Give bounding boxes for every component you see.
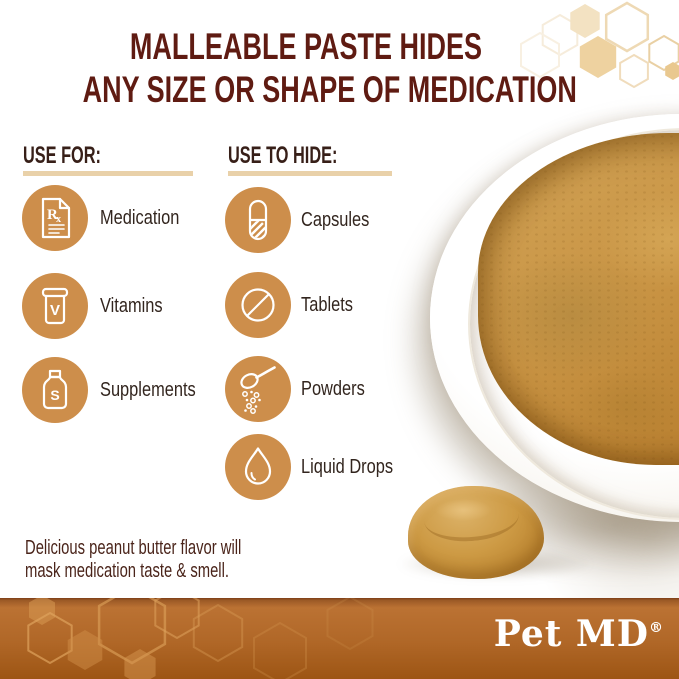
title-line-1: MALLEABLE PASTE HIDES: [129, 26, 483, 67]
brand-name: Pet MD: [493, 613, 649, 655]
list-item-tablets: Tablets: [225, 272, 364, 338]
svg-text:R: R: [47, 207, 58, 223]
pet-md-logo: Pet MD®: [494, 613, 664, 655]
list-item-supplements: S Supplements: [22, 357, 217, 423]
list-item-vitamins: V Vitamins: [22, 273, 176, 339]
vitamin-jar-icon: V: [22, 273, 88, 339]
registered-trademark-symbol: ®: [649, 620, 664, 636]
capsule-icon: [225, 187, 291, 253]
svg-text:x: x: [56, 214, 61, 225]
page-title: MALLEABLE PASTE HIDES ANY SIZE OR SHAPE …: [82, 25, 577, 111]
title-line-2: ANY SIZE OR SHAPE OF MEDICATION: [82, 69, 577, 110]
svg-text:V: V: [50, 302, 60, 319]
honeycomb-pattern-top-right: [520, 1, 679, 89]
list-item-label: Powders: [301, 377, 365, 400]
list-item-label: Supplements: [100, 378, 196, 401]
use-to-hide-underline: [228, 171, 392, 176]
brand-banner: [0, 598, 679, 679]
rx-document-icon: R x: [22, 185, 88, 251]
use-to-hide-heading: USE TO HIDE:: [228, 142, 338, 169]
list-item-label: Medication: [100, 206, 180, 229]
liquid-drop-icon: [225, 434, 291, 500]
svg-text:S: S: [50, 387, 59, 403]
list-item-label: Liquid Drops: [301, 455, 394, 478]
list-item-powders: Powders: [225, 356, 379, 422]
supplement-bottle-icon: S: [22, 357, 88, 423]
list-item-medication: R x Medication: [22, 185, 197, 251]
use-for-heading: USE FOR:: [23, 142, 101, 169]
list-item-label: Capsules: [301, 208, 370, 231]
list-item-label: Tablets: [301, 293, 353, 316]
footnote-line-1: Delicious peanut butter flavor will: [25, 537, 242, 559]
honeycomb-pattern-banner: [27, 598, 374, 679]
powder-spoon-icon: [225, 356, 291, 422]
list-item-capsules: Capsules: [225, 187, 384, 253]
footnote-line-2: mask medication taste & smell.: [25, 560, 229, 582]
list-item-label: Vitamins: [100, 294, 163, 317]
paste-dollop-photo: [408, 486, 544, 579]
tablet-icon: [225, 272, 291, 338]
use-for-underline: [23, 171, 193, 176]
list-item-liquid-drops: Liquid Drops: [225, 434, 413, 500]
flavor-footnote: Delicious peanut butter flavor will mask…: [25, 537, 241, 583]
